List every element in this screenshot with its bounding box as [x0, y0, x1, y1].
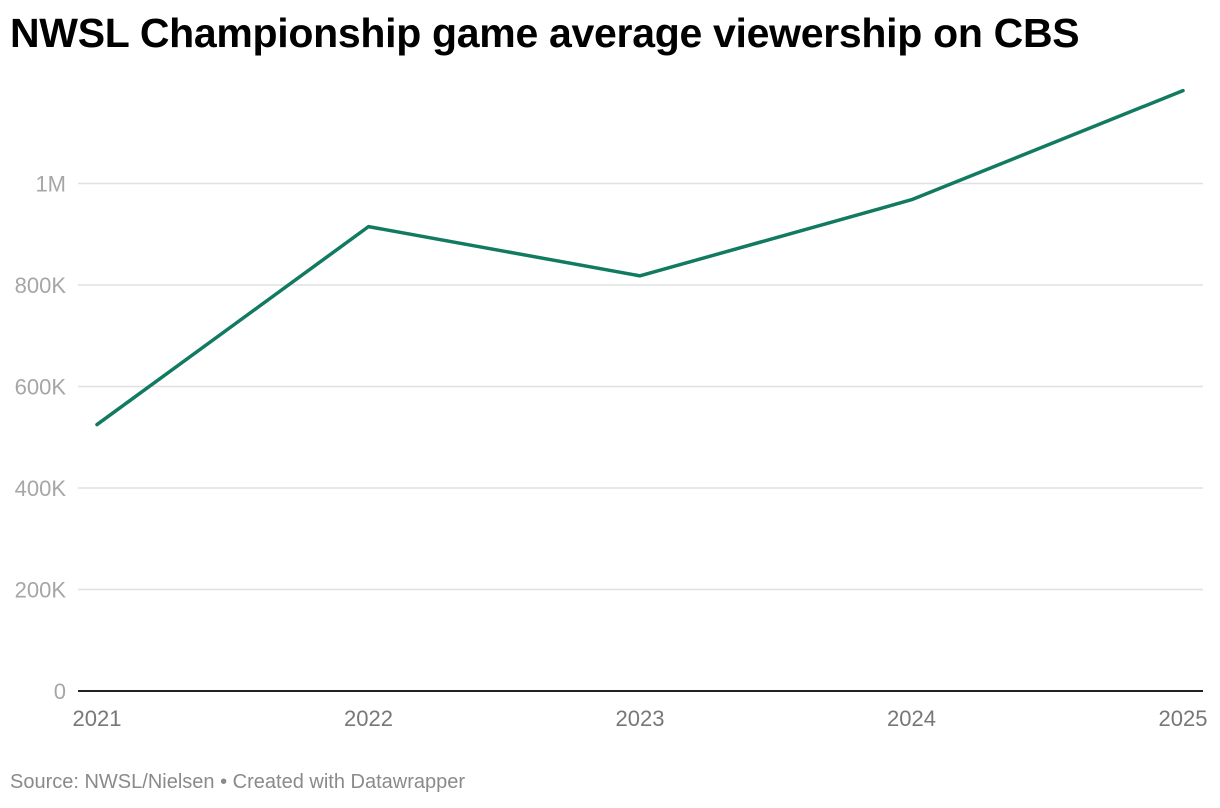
x-tick-label: 2024	[887, 706, 936, 731]
data-point	[95, 423, 99, 427]
data-point	[367, 225, 370, 229]
chart-title: NWSL Championship game average viewershi…	[10, 10, 1080, 56]
y-tick-label: 400K	[15, 476, 67, 501]
y-axis-ticks: 0 200K 400K 600K 800K 1M	[15, 172, 67, 705]
data-point	[638, 274, 642, 278]
x-tick-label: 2025	[1159, 706, 1208, 731]
source-note: Source: NWSL/Nielsen	[10, 771, 215, 793]
data-point	[1181, 89, 1185, 93]
x-tick-label: 2021	[73, 706, 122, 731]
y-tick-label: 200K	[15, 578, 67, 603]
chart-footer: Source: NWSL/Nielsen • Created with Data…	[10, 771, 465, 794]
footer-separator: •	[220, 771, 228, 793]
x-tick-label: 2023	[616, 706, 665, 731]
gridlines	[78, 182, 1203, 591]
data-point	[910, 198, 913, 202]
y-tick-label: 0	[54, 679, 66, 704]
x-tick-label: 2022	[344, 706, 393, 731]
y-tick-label: 600K	[15, 375, 67, 400]
series-line	[95, 88, 1185, 427]
series-layer	[95, 88, 1185, 427]
x-axis-ticks: 2021 2022 2023 2024 2025	[73, 706, 1208, 731]
credit-note: Created with Datawrapper	[232, 771, 466, 793]
y-tick-label: 1M	[35, 172, 66, 197]
y-tick-label: 800K	[15, 273, 67, 298]
